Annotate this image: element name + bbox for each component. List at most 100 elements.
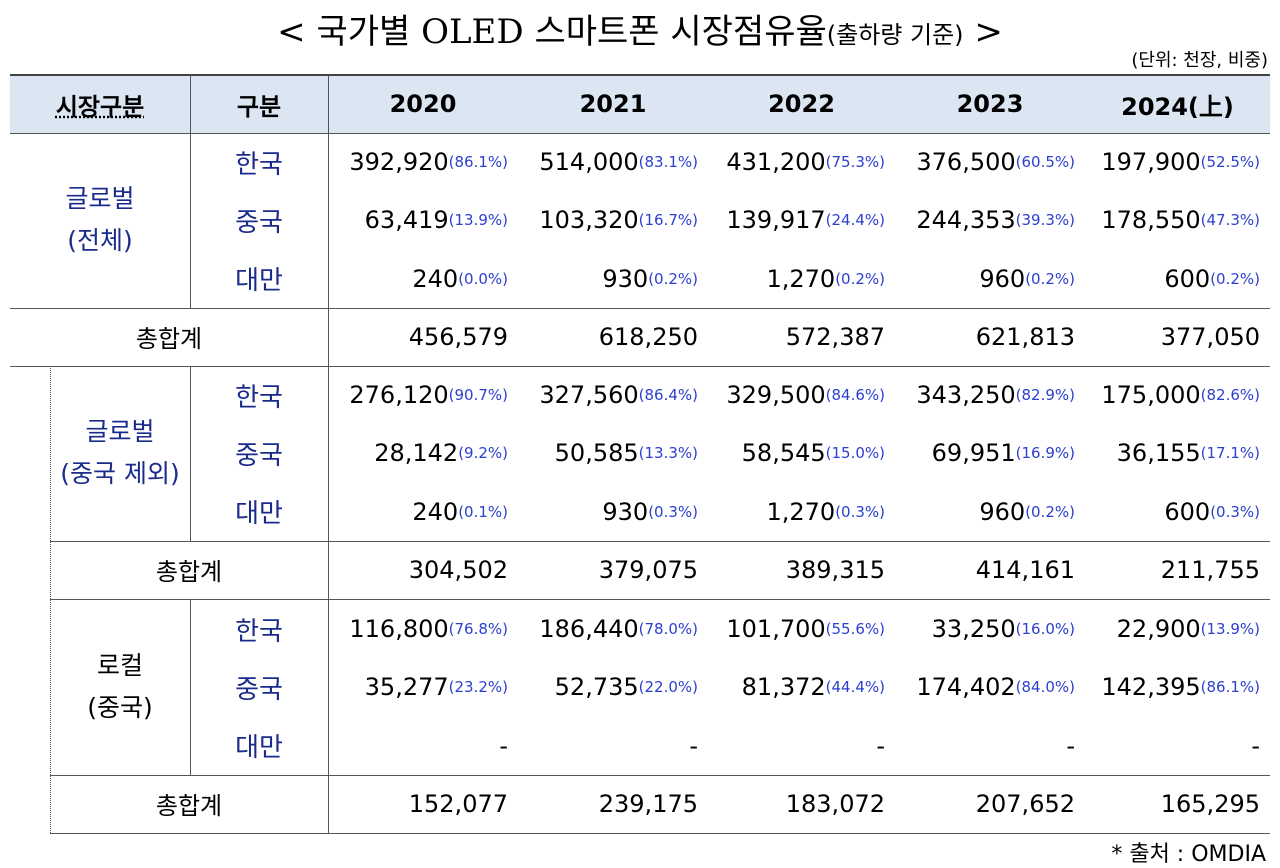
data-cell: 392,920 (86.1%) [328,133,518,191]
border [190,133,191,308]
title-end: > [974,12,1003,52]
share: (84.0%) [1015,678,1075,697]
share: (84.6%) [825,386,885,405]
share: (0.2%) [1025,502,1075,521]
section-label-line: 로컬 [96,651,143,681]
share: (78.0%) [638,620,698,639]
data-cell: 116,800 (76.8%) [328,600,518,658]
value: 175,000 [1101,381,1201,410]
value: 69,951 [931,439,1016,468]
data-cell: 240 (0.0%) [328,250,518,308]
header-cell: 2024(上) [1085,75,1270,133]
value: 1,270 [766,497,836,526]
country: 대만 [235,733,283,764]
data-cell: 186,440 (78.0%) [518,600,708,658]
section-label-line: (전체) [67,226,133,256]
value: 343,250 [916,381,1016,410]
country: 중국 [235,440,283,471]
value: 240 [412,264,459,293]
total-label: 총합계 [155,558,223,587]
share: (0.2%) [1210,269,1260,288]
value: 186,440 [539,615,639,644]
data-cell: 36,155 (17.1%) [1085,424,1270,482]
value: 960 [979,264,1026,293]
data-cell: 178,550 (47.3%) [1085,191,1270,249]
share: (0.2%) [648,269,698,288]
value: 52,735 [554,673,639,702]
data-cell: - [1085,717,1270,775]
value: - [876,731,885,760]
total-value: 377,050 [1160,322,1260,351]
title-sub: (출하량 기준) [826,21,964,49]
data-cell: 175,000 (82.6%) [1085,366,1270,424]
share: (0.2%) [835,269,885,288]
border [190,75,191,133]
share: (15.0%) [825,444,885,463]
border [328,75,329,133]
value: - [499,731,508,760]
share: (90.7%) [448,386,508,405]
header-cell: 시장구분 [10,75,190,133]
value: 514,000 [539,148,639,177]
country: 한국 [235,616,283,647]
title-main: < 국가별 OLED 스마트폰 시장점유율 [277,12,827,52]
section-label: 글로벌 (전체) [10,133,190,308]
border [190,600,191,775]
value: 103,320 [539,206,639,235]
data-cell: - [328,717,518,775]
data-cell: 600 (0.3%) [1085,483,1270,541]
share: (16.9%) [1015,444,1075,463]
share: (0.3%) [648,502,698,521]
total-value: 456,579 [408,322,508,351]
share: (13.3%) [638,444,698,463]
value: 58,545 [741,439,826,468]
data-cell: 52,735 (22.0%) [518,658,708,716]
share: (0.3%) [1210,502,1260,521]
value: 327,560 [539,381,639,410]
share: (86.1%) [448,153,508,172]
total-value: 304,502 [408,555,508,584]
value: 35,277 [364,673,449,702]
value: 376,500 [916,148,1016,177]
data-cell: 514,000 (83.1%) [518,133,708,191]
total-value: 414,161 [975,555,1075,584]
value: 930 [602,497,649,526]
data-cell: 101,700 (55.6%) [708,600,895,658]
share: (47.3%) [1200,211,1260,230]
total-value: 389,315 [785,555,885,584]
data-cell: 960 (0.2%) [895,483,1085,541]
value: 178,550 [1101,206,1201,235]
section-label-line: 글로벌 [85,417,155,447]
data-cell: 33,250 (16.0%) [895,600,1085,658]
country: 대만 [235,266,283,297]
data-cell: 244,353 (39.3%) [895,191,1085,249]
value: 1,270 [766,264,836,293]
share: (39.3%) [1015,211,1075,230]
value: 930 [602,264,649,293]
value: 392,920 [349,148,449,177]
total-value: 379,075 [598,555,698,584]
data-cell: 50,585 (13.3%) [518,424,708,482]
total-value: 239,175 [598,789,698,818]
value: 244,353 [916,206,1016,235]
data-cell: 174,402 (84.0%) [895,658,1085,716]
data-cell: 103,320 (16.7%) [518,191,708,249]
border [10,307,1270,309]
data-cell: - [518,717,708,775]
share: (0.2%) [1025,269,1075,288]
title: < 국가별 OLED 스마트폰 시장점유율(출하량 기준) > [0,4,1280,53]
data-cell: 1,270 (0.2%) [708,250,895,308]
share: (55.6%) [825,620,885,639]
section-label-line: (중국) [87,693,153,723]
border [10,365,1270,367]
total-value: 621,813 [975,322,1075,351]
data-cell: 142,395 (86.1%) [1085,658,1270,716]
share: (22.0%) [638,678,698,697]
value: 600 [1164,497,1211,526]
border [50,832,1270,834]
source: * 출처 : OMDIA [1111,842,1266,867]
section-label: 글로벌 (중국 제외) [50,366,190,541]
value: - [1251,731,1260,760]
value: 431,200 [726,148,826,177]
